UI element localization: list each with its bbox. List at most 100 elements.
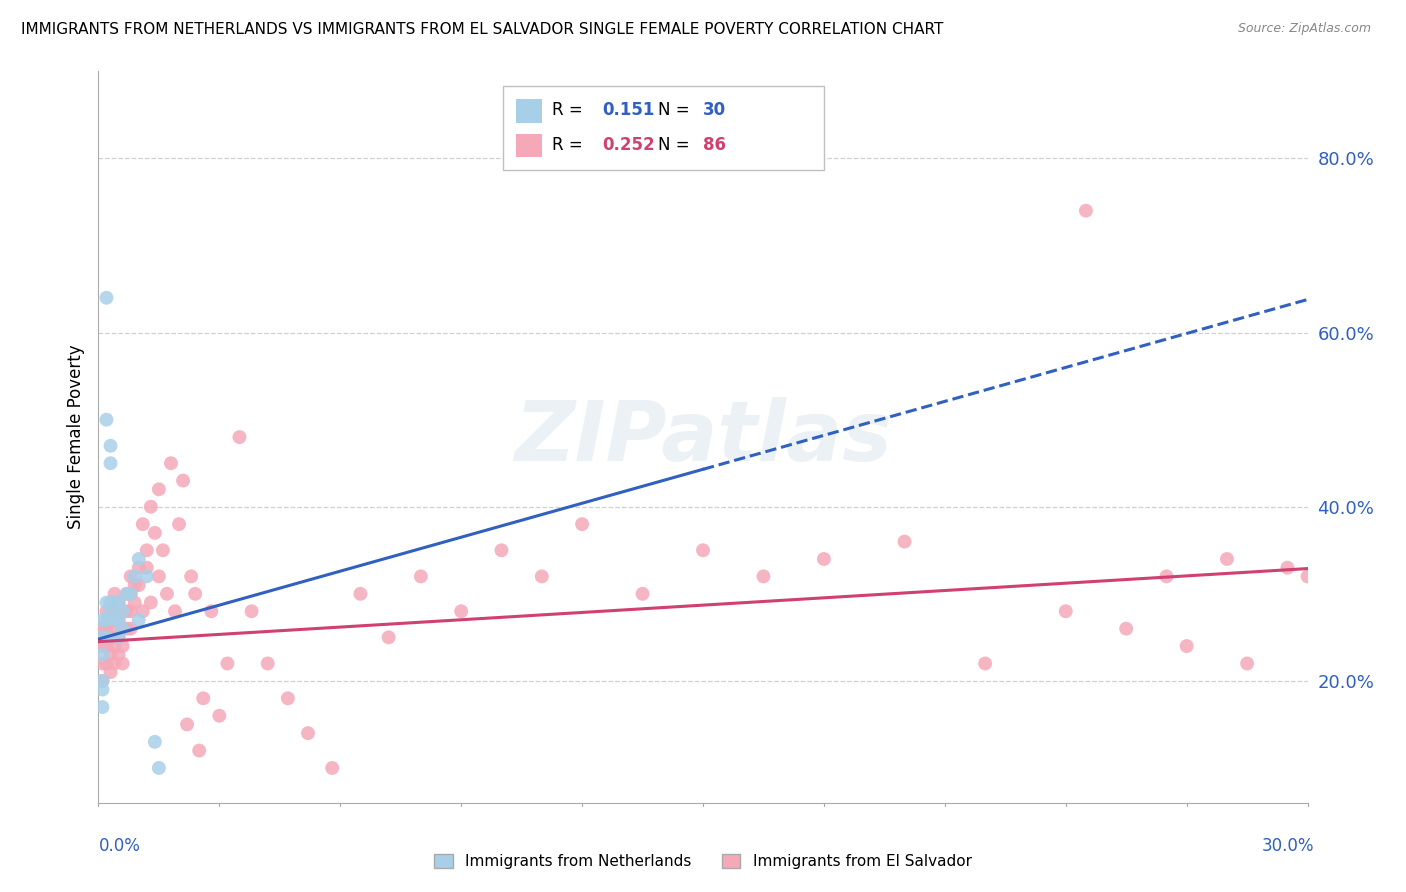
Point [115, 587, 138, 601]
Point [530, 569, 553, 583]
Point [176, 717, 198, 731]
Legend: Immigrants from Netherlands, Immigrants from El Salvador: Immigrants from Netherlands, Immigrants … [429, 848, 977, 875]
Point [148, 483, 170, 497]
Point [91, 682, 114, 697]
Point [100, 595, 122, 609]
Point [188, 743, 211, 757]
Point [148, 569, 170, 583]
Point [91, 613, 114, 627]
Bar [516, 134, 543, 157]
Point [692, 543, 714, 558]
Point [1054, 604, 1077, 618]
Text: R =: R = [551, 101, 588, 120]
Point [91, 673, 114, 688]
Point [107, 613, 129, 627]
Point [631, 587, 654, 601]
Point [1156, 569, 1178, 583]
Point [111, 657, 134, 671]
Point [96, 613, 118, 627]
Point [96, 412, 118, 426]
Point [752, 569, 775, 583]
Point [1296, 569, 1319, 583]
Point [135, 543, 157, 558]
Text: IMMIGRANTS FROM NETHERLANDS VS IMMIGRANTS FROM EL SALVADOR SINGLE FEMALE POVERTY: IMMIGRANTS FROM NETHERLANDS VS IMMIGRANT… [21, 22, 943, 37]
Point [107, 631, 129, 645]
Point [111, 604, 134, 618]
Point [111, 604, 134, 618]
Point [240, 604, 263, 618]
Point [120, 587, 142, 601]
Point [100, 613, 122, 627]
Point [115, 587, 138, 601]
Point [107, 613, 129, 627]
Point [100, 665, 122, 680]
Text: Source: ZipAtlas.com: Source: ZipAtlas.com [1237, 22, 1371, 36]
Point [100, 439, 122, 453]
Point [132, 517, 155, 532]
Point [115, 604, 138, 618]
Point [103, 595, 125, 609]
Point [163, 604, 186, 618]
Point [91, 648, 114, 662]
Point [139, 500, 162, 514]
Point [491, 543, 513, 558]
Point [107, 595, 129, 609]
Point [120, 622, 142, 636]
Point [143, 735, 166, 749]
Text: ZIPatlas: ZIPatlas [515, 397, 891, 477]
Point [172, 474, 194, 488]
Text: 30: 30 [703, 101, 725, 120]
Point [103, 622, 125, 636]
Point [893, 534, 915, 549]
Point [107, 595, 129, 609]
Point [91, 700, 114, 714]
Point [91, 631, 114, 645]
Point [124, 595, 146, 609]
Point [217, 657, 239, 671]
Point [96, 595, 118, 609]
Y-axis label: Single Female Poverty: Single Female Poverty [66, 345, 84, 529]
Point [167, 517, 190, 532]
Text: 0.0%: 0.0% [98, 837, 141, 855]
Text: 0.151: 0.151 [603, 101, 655, 120]
Point [91, 657, 114, 671]
Text: 0.252: 0.252 [603, 136, 655, 153]
Point [1277, 560, 1299, 574]
Text: N =: N = [658, 101, 695, 120]
Point [132, 604, 155, 618]
Point [1175, 639, 1198, 653]
Point [96, 291, 118, 305]
Point [96, 657, 118, 671]
Point [128, 613, 150, 627]
Point [297, 726, 319, 740]
Point [450, 604, 472, 618]
Point [115, 622, 138, 636]
Point [200, 604, 222, 618]
Point [100, 604, 122, 618]
Point [1216, 552, 1239, 566]
Text: 86: 86 [703, 136, 725, 153]
Point [409, 569, 432, 583]
Point [321, 761, 343, 775]
Point [256, 657, 278, 671]
Point [103, 613, 125, 627]
Point [1115, 622, 1137, 636]
Point [1236, 657, 1258, 671]
Point [91, 673, 114, 688]
Point [91, 622, 114, 636]
Point [208, 708, 231, 723]
Point [111, 622, 134, 636]
Point [152, 543, 174, 558]
Point [100, 648, 122, 662]
Point [128, 578, 150, 592]
Point [571, 517, 593, 532]
Point [107, 648, 129, 662]
Point [135, 569, 157, 583]
Point [107, 631, 129, 645]
Point [135, 560, 157, 574]
Point [148, 761, 170, 775]
Point [184, 587, 207, 601]
Point [349, 587, 371, 601]
Point [160, 456, 183, 470]
Point [103, 604, 125, 618]
